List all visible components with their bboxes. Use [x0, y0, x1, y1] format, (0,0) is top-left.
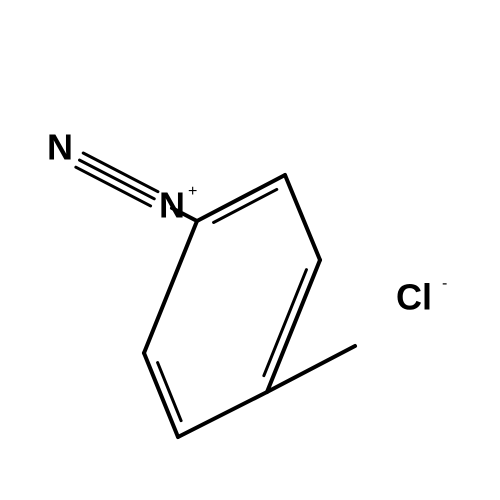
atom-N_plus: N — [159, 185, 185, 226]
charge-Cl: - — [442, 275, 447, 292]
atom-Cl: Cl — [396, 277, 432, 318]
charge-N_plus: + — [188, 183, 197, 200]
atom-N_terminal: N — [47, 127, 73, 168]
chemical-structure: NN+Cl- — [0, 0, 500, 500]
